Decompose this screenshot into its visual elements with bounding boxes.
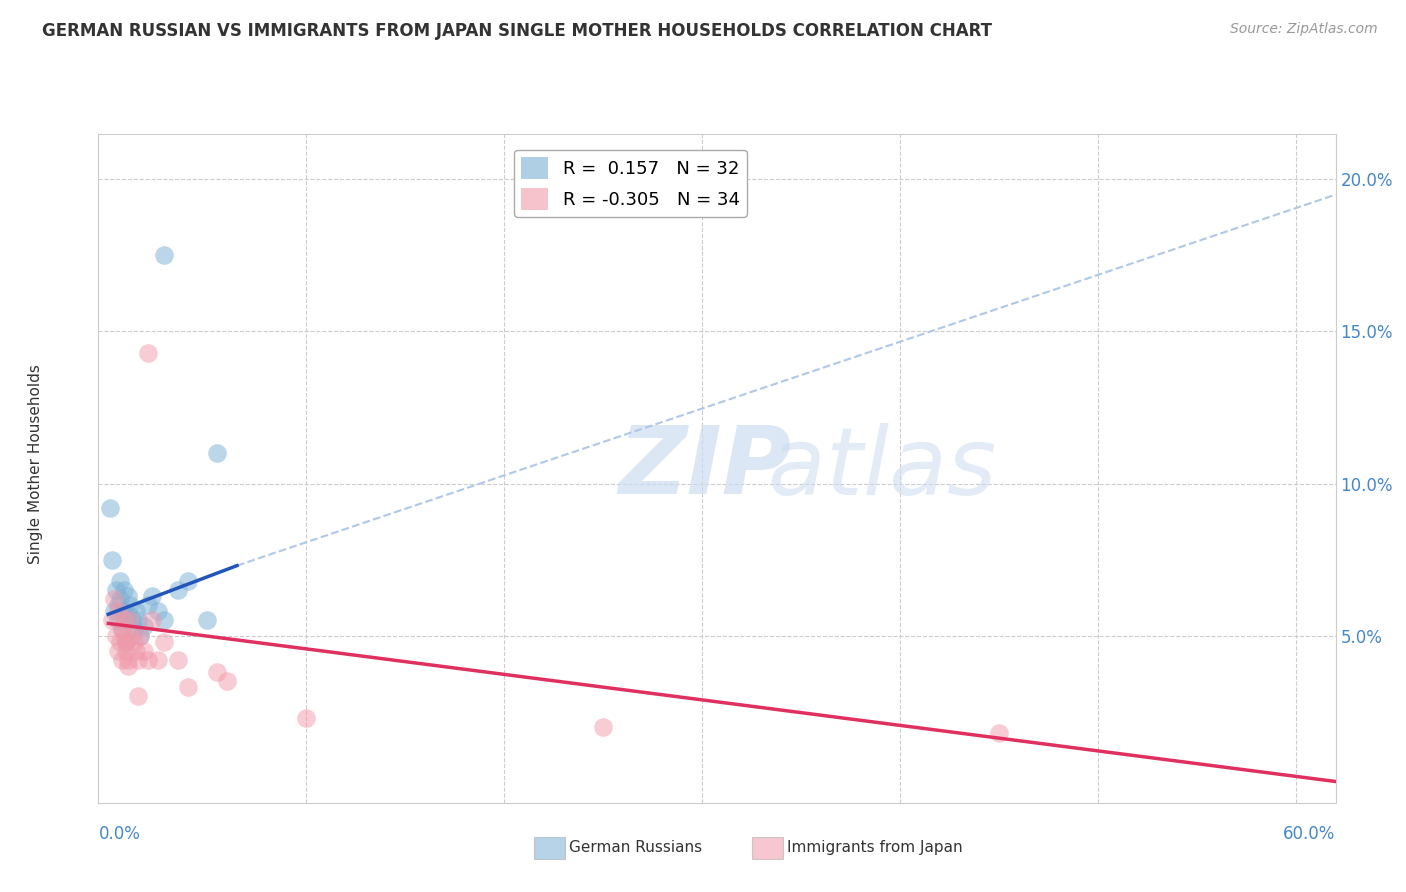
Point: [129, 628, 152, 642]
Point: [107, 613, 129, 627]
Point: [176, 680, 198, 694]
Point: [152, 613, 174, 627]
Point: [132, 619, 155, 633]
Point: [217, 674, 239, 689]
Point: [988, 726, 1011, 740]
Point: [98, 500, 121, 515]
Text: ZIP: ZIP: [619, 422, 792, 515]
Text: German Russians: German Russians: [569, 840, 703, 855]
Point: [136, 653, 159, 667]
Point: [117, 659, 139, 673]
Point: [146, 604, 169, 618]
Point: [117, 607, 139, 622]
Point: [112, 613, 135, 627]
Point: [136, 598, 159, 612]
Point: [141, 613, 163, 627]
Point: [115, 644, 138, 658]
Point: [112, 628, 135, 642]
Point: [146, 653, 169, 667]
Point: [121, 628, 143, 642]
Point: [132, 644, 155, 658]
Point: [107, 598, 129, 612]
Point: [127, 613, 149, 627]
Legend: R =  0.157   N = 32, R = -0.305   N = 34: R = 0.157 N = 32, R = -0.305 N = 34: [515, 150, 747, 217]
Point: [108, 574, 131, 588]
Point: [111, 653, 134, 667]
Point: [115, 613, 138, 627]
Point: [112, 604, 135, 618]
Point: [112, 582, 135, 597]
Point: [101, 613, 124, 627]
Point: [141, 589, 163, 603]
Point: [105, 628, 128, 642]
Point: [166, 582, 188, 597]
Point: [108, 592, 131, 607]
Point: [111, 623, 134, 637]
Point: [127, 653, 149, 667]
Text: atlas: atlas: [619, 423, 997, 514]
Text: 0.0%: 0.0%: [98, 825, 141, 843]
Point: [166, 653, 188, 667]
Point: [117, 589, 139, 603]
Point: [122, 623, 145, 637]
Point: [129, 628, 152, 642]
Point: [111, 604, 134, 618]
Point: [108, 634, 131, 648]
Text: Immigrants from Japan: Immigrants from Japan: [787, 840, 963, 855]
Text: Single Mother Households: Single Mother Households: [28, 364, 42, 564]
Text: GERMAN RUSSIAN VS IMMIGRANTS FROM JAPAN SINGLE MOTHER HOUSEHOLDS CORRELATION CHA: GERMAN RUSSIAN VS IMMIGRANTS FROM JAPAN …: [42, 22, 993, 40]
Point: [107, 644, 129, 658]
Point: [152, 248, 174, 262]
Text: 60.0%: 60.0%: [1284, 825, 1336, 843]
Point: [115, 634, 138, 648]
Point: [205, 446, 228, 460]
Point: [115, 634, 138, 648]
Point: [136, 345, 159, 359]
Point: [121, 613, 143, 627]
Point: [152, 634, 174, 648]
Point: [103, 592, 125, 607]
Point: [120, 613, 142, 627]
Point: [176, 574, 198, 588]
Point: [122, 634, 145, 648]
Point: [125, 644, 148, 658]
Point: [101, 552, 124, 566]
Point: [295, 711, 318, 725]
Point: [107, 604, 129, 618]
Text: Source: ZipAtlas.com: Source: ZipAtlas.com: [1230, 22, 1378, 37]
Point: [127, 690, 149, 704]
Point: [111, 623, 134, 637]
Point: [205, 665, 228, 679]
Point: [592, 720, 614, 734]
Point: [117, 653, 139, 667]
Point: [120, 598, 142, 612]
Point: [195, 613, 218, 627]
Point: [105, 582, 128, 597]
Point: [125, 604, 148, 618]
Point: [103, 604, 125, 618]
